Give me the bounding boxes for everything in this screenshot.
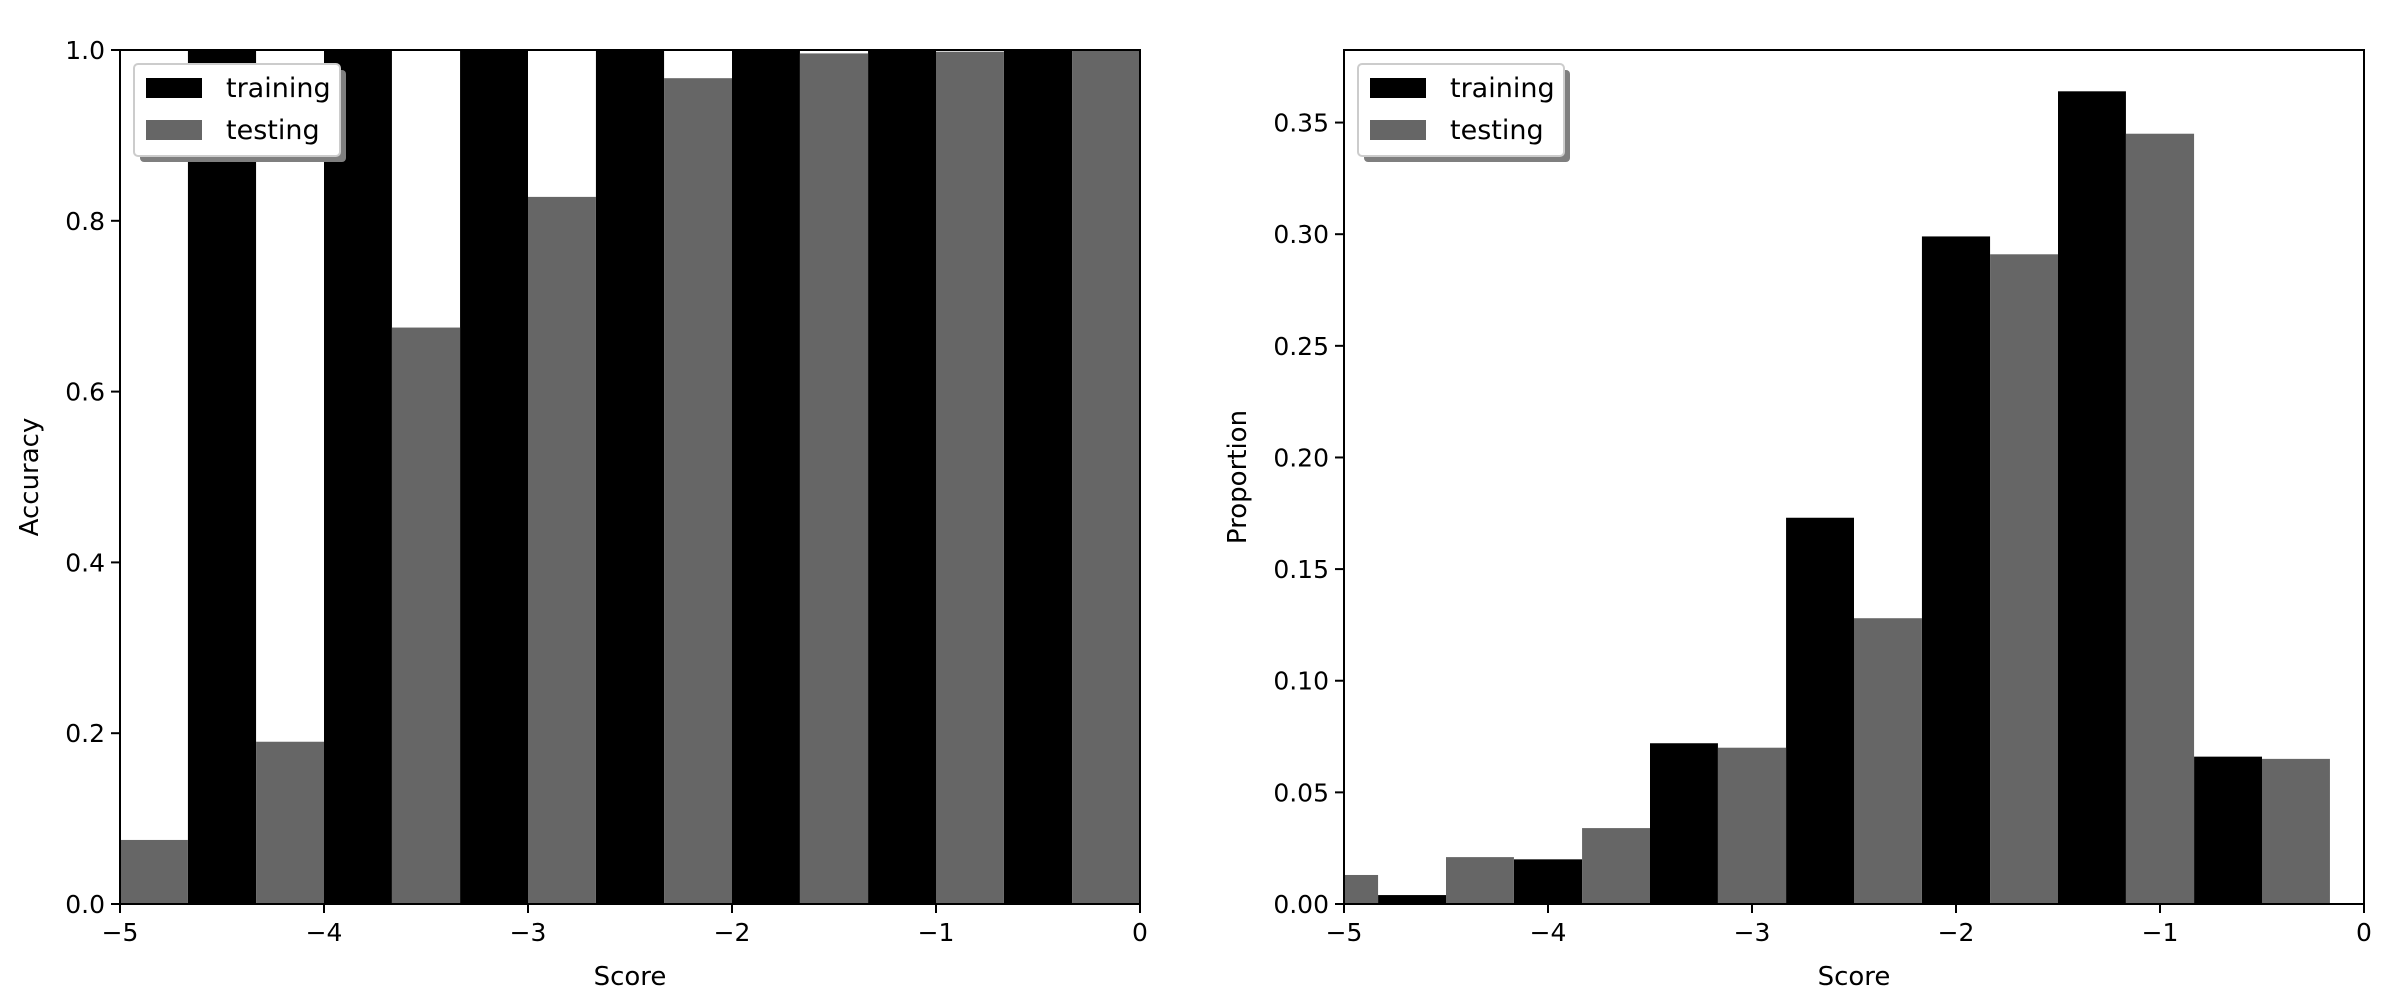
accuracy-bar-training-5	[460, 50, 528, 904]
accuracy-bar-testing-14	[1072, 50, 1140, 904]
proportion-bars	[1344, 91, 2330, 905]
proportion-bar-training-9	[1921, 236, 1991, 904]
accuracy-x-tick-label: −2	[714, 918, 751, 947]
proportion-bar-testing-10	[1990, 254, 2058, 905]
proportion-y-tick-label: 0.10	[1273, 667, 1329, 696]
accuracy-y-tick-label: 0.2	[65, 719, 105, 748]
accuracy-bar-testing-10	[799, 53, 869, 904]
legend-label-testing: testing	[226, 115, 320, 146]
proportion-x-axis-label: Score	[1818, 962, 1891, 992]
accuracy-x-tick-label: −4	[306, 918, 343, 947]
proportion-bar-testing-14	[2262, 758, 2330, 904]
proportion-y-axis-label: Proportion	[1223, 410, 1253, 544]
accuracy-chart: −5 −4 −3 −2 −1 0 0.0 0.2 0.4 0.6 0.8 1.0 Score Acc…	[15, 36, 1148, 992]
proportion-legend: training testing	[1357, 63, 1570, 162]
proportion-y-tick-label: 0.20	[1273, 443, 1329, 472]
proportion-bar-testing-6	[1717, 747, 1787, 904]
proportion-y-tick-label: 0.30	[1273, 220, 1329, 249]
proportion-bar-training-5	[1650, 743, 1718, 904]
proportion-bar-training-11	[2058, 91, 2126, 905]
proportion-bar-testing-8	[1854, 618, 1922, 904]
legend-swatch-training	[146, 78, 202, 98]
proportion-bar-testing-12	[2125, 133, 2195, 905]
accuracy-bar-training-9	[732, 50, 800, 904]
proportion-bar-training-1	[1378, 895, 1446, 904]
proportion-x-tick-label: −5	[1326, 918, 1363, 947]
legend-label-training: training	[226, 73, 331, 104]
proportion-y-tick-label: 0.05	[1273, 778, 1329, 807]
proportion-x-tick-label: −3	[1734, 918, 1771, 947]
proportion-bar-training-3	[1513, 859, 1583, 904]
proportion-bar-training-7	[1786, 517, 1854, 904]
accuracy-y-axis-label: Accuracy	[15, 418, 45, 537]
accuracy-bar-training-11	[868, 50, 936, 904]
accuracy-x-tick-label: −5	[102, 918, 139, 947]
accuracy-x-ticks: −5 −4 −3 −2 −1 0	[102, 904, 1148, 947]
accuracy-x-tick-label: 0	[1132, 918, 1148, 947]
accuracy-y-ticks: 0.0 0.2 0.4 0.6 0.8 1.0	[65, 36, 120, 919]
accuracy-bar-testing-0	[120, 839, 188, 904]
accuracy-bar-training-7	[595, 50, 665, 904]
accuracy-bar-testing-4	[391, 327, 461, 904]
accuracy-bar-testing-12	[936, 51, 1004, 904]
proportion-x-tick-label: −1	[2142, 918, 2179, 947]
legend-label-testing: testing	[1450, 115, 1544, 146]
legend-label-training: training	[1450, 73, 1555, 104]
proportion-bar-training-13	[2194, 756, 2262, 904]
proportion-y-tick-label: 0.25	[1273, 332, 1329, 361]
proportion-x-tick-label: −2	[1938, 918, 1975, 947]
accuracy-y-tick-label: 1.0	[65, 36, 105, 65]
accuracy-legend: training testing	[133, 63, 346, 162]
proportion-y-tick-label: 0.00	[1273, 890, 1329, 919]
accuracy-bar-training-3	[324, 50, 392, 904]
accuracy-bars	[120, 50, 1140, 904]
accuracy-y-tick-label: 0.0	[65, 890, 105, 919]
accuracy-bar-training-13	[1003, 50, 1073, 904]
proportion-chart: −5 −4 −3 −2 −1 0 0.00 0.05 0.10 0.15 0.20 0.25 0.30…	[1223, 49, 2372, 992]
proportion-x-tick-label: 0	[2356, 918, 2372, 947]
proportion-bar-testing-2	[1446, 857, 1514, 904]
accuracy-x-tick-label: −1	[918, 918, 955, 947]
accuracy-bar-testing-6	[528, 196, 596, 904]
accuracy-bar-testing-2	[256, 741, 324, 904]
proportion-x-ticks: −5 −4 −3 −2 −1 0	[1326, 904, 2372, 947]
accuracy-x-tick-label: −3	[510, 918, 547, 947]
proportion-bar-testing-0	[1344, 874, 1379, 904]
proportion-x-tick-label: −4	[1530, 918, 1567, 947]
legend-swatch-training	[1370, 78, 1426, 98]
proportion-y-tick-label: 0.15	[1273, 555, 1329, 584]
legend-swatch-testing	[146, 120, 202, 140]
legend-swatch-testing	[1370, 120, 1426, 140]
accuracy-x-axis-label: Score	[594, 962, 667, 992]
proportion-y-tick-label: 0.35	[1273, 109, 1329, 138]
accuracy-bar-training-1	[187, 50, 257, 904]
accuracy-y-tick-label: 0.4	[65, 548, 105, 577]
accuracy-bar-testing-8	[664, 78, 732, 904]
proportion-y-ticks: 0.00 0.05 0.10 0.15 0.20 0.25 0.30 0.35	[1273, 109, 1344, 919]
accuracy-y-tick-label: 0.6	[65, 378, 105, 407]
accuracy-y-tick-label: 0.8	[65, 207, 105, 236]
proportion-bar-testing-4	[1582, 828, 1650, 904]
